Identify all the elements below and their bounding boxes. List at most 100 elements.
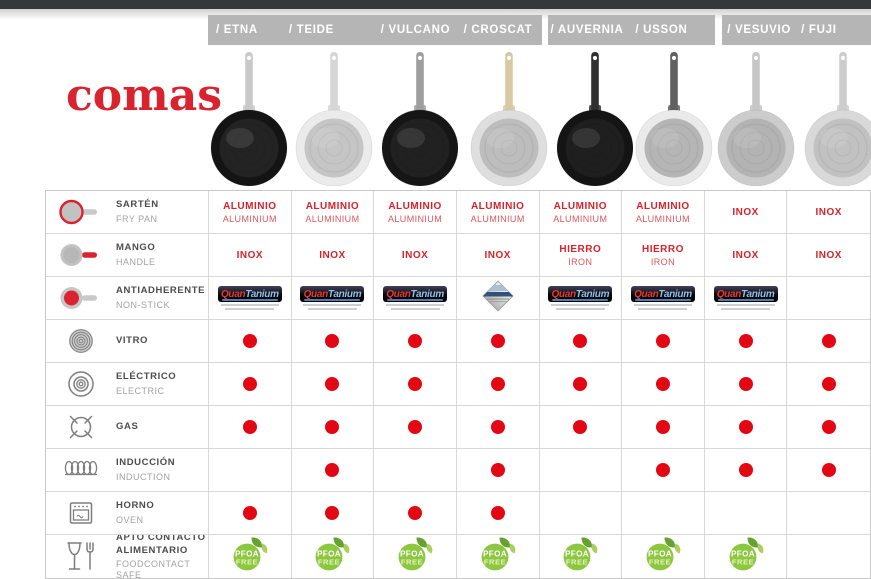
tab-etna[interactable]: / ETNA <box>216 24 258 36</box>
cell-induction-vulcano <box>374 449 457 492</box>
row-label-en: INDUCTION <box>116 471 171 482</box>
cell-foodcontact-usson: PFOA FREE <box>622 535 705 578</box>
quantanium-text-red: Quan <box>303 288 329 300</box>
product-pan-photo-fuji <box>801 46 871 187</box>
cell-non-stick-etna: Quan Tanium <box>209 277 292 320</box>
compat-dot <box>242 506 257 520</box>
cell-value: INOX <box>732 207 758 218</box>
cell-gas-etna <box>209 406 292 449</box>
cell-value: INOX <box>815 250 841 261</box>
quantanium-text-blue: Tanium <box>245 288 279 300</box>
tab-teide[interactable]: / TEIDE <box>288 24 335 36</box>
quantanium-badge: Quan Tanium <box>548 286 613 310</box>
quantanium-logo: Quan Tanium <box>713 286 778 303</box>
row-label-fry-pan: SARTÉN FRY PAN <box>46 191 209 234</box>
cell-oven-usson <box>622 492 705 535</box>
cell-value: INOX <box>484 250 510 261</box>
compat-dot <box>821 377 836 391</box>
cell-value: INOX <box>815 207 841 218</box>
row-label-text-oven: HORNO OVEN <box>116 500 208 525</box>
product-tab-bar-3 <box>722 15 871 45</box>
cell-value-es: INOX <box>732 249 759 261</box>
quantanium-text-red: Quan <box>634 288 659 300</box>
cell-non-stick-fuji <box>787 277 870 320</box>
cell-value-es: INOX <box>815 206 842 218</box>
quantanium-strip <box>717 298 774 301</box>
svg-text:FREE: FREE <box>236 557 258 566</box>
row-label-oven: HORNO OVEN <box>46 492 209 535</box>
cell-induction-fuji <box>787 449 870 492</box>
compat-dot <box>738 420 753 434</box>
tab-auvernia[interactable]: / AUVERNIA <box>550 24 624 36</box>
diamond-nonstick-badge <box>481 279 515 318</box>
cell-foodcontact-fuji <box>787 535 870 578</box>
cell-non-stick-vesuvio: Quan Tanium <box>704 277 788 320</box>
cell-handle-vulcano: INOX <box>374 234 457 277</box>
cell-foodcontact-teide: PFOA FREE <box>292 535 375 578</box>
product-pan-photo-teide <box>292 46 376 187</box>
comparison-table: SARTÉN FRY PAN ALUMINIO ALUMINIUM ALUMINIO AL… <box>45 190 871 579</box>
tab-fuji[interactable]: / FUJI <box>801 24 837 36</box>
tab-vulcano[interactable]: / VULCANO <box>380 24 451 36</box>
compat-dot <box>738 334 753 348</box>
cell-induction-croscat <box>456 449 540 492</box>
cell-foodcontact-auvernia: PFOA FREE <box>540 535 623 578</box>
quantanium-strip <box>552 298 609 301</box>
cell-value: INOX <box>402 250 428 261</box>
tab-usson[interactable]: / USSON <box>635 24 688 36</box>
quantanium-logo: Quan Tanium <box>383 286 448 303</box>
cell-gas-fuji <box>787 406 870 449</box>
pan-rim-icon <box>58 197 104 227</box>
cell-handle-usson: HIERRO IRON <box>622 234 705 277</box>
cell-handle-fuji: INOX <box>787 234 870 277</box>
cell-value-en: ALUMINIUM <box>553 213 608 224</box>
row-label-gas: GAS <box>46 406 209 449</box>
cell-value-es: HIERRO <box>559 243 602 255</box>
cell-value-en: IRON <box>568 256 593 267</box>
quantanium-logo: Quan Tanium <box>548 286 613 303</box>
product-pan-photo-etna <box>207 46 291 187</box>
pfoa-free-badge: PFOA FREE <box>726 536 766 578</box>
cell-value: ALUMINIO ALUMINIUM <box>636 201 690 224</box>
cell-vitro-auvernia <box>539 320 623 363</box>
row-label-text-non-stick: ANTIADHERENTE NON-STICK <box>116 285 208 310</box>
cell-value-es: ALUMINIO <box>470 200 525 212</box>
cell-electric-auvernia <box>539 363 623 406</box>
row-label-en: ELECTRIC <box>116 385 165 396</box>
cell-oven-fuji <box>787 492 870 535</box>
compat-dot <box>738 463 753 477</box>
oven-icon <box>58 498 104 528</box>
compat-dot <box>408 420 423 434</box>
compat-dot <box>325 463 340 477</box>
quantanium-text-blue: Tanium <box>575 288 610 300</box>
quantanium-fineprint <box>386 302 445 310</box>
cell-value-es: ALUMINIO <box>223 200 277 212</box>
cell-value: INOX <box>319 250 345 261</box>
row-label-vitro: VITRO <box>46 320 209 363</box>
row-label-es: APTO CONTACTO ALIMENTARIO <box>116 535 206 556</box>
compat-dot <box>821 463 836 477</box>
pfoa-free-badge: PFOA FREE <box>312 536 352 578</box>
tab-vesuvio[interactable]: / VESUVIO <box>727 24 792 36</box>
row-label-es: ANTIADHERENTE <box>116 285 206 297</box>
cell-foodcontact-vulcano: PFOA FREE <box>374 535 457 578</box>
compat-dot <box>325 420 340 434</box>
quantanium-fineprint <box>716 302 775 310</box>
cell-foodcontact-croscat: PFOA FREE <box>457 535 540 578</box>
row-label-text-fry-pan: SARTÉN FRY PAN <box>116 199 208 224</box>
tab-croscat[interactable]: / CROSCAT <box>463 24 533 36</box>
cell-vitro-teide <box>291 320 375 363</box>
cell-value-en: ALUMINIUM <box>388 213 443 224</box>
compat-dot <box>242 377 257 391</box>
row-label-en: FRY PAN <box>116 213 158 224</box>
quantanium-fineprint <box>303 302 362 310</box>
cell-gas-vesuvio <box>704 406 788 449</box>
quantanium-fineprint <box>551 302 610 310</box>
quantanium-logo: Quan Tanium <box>630 286 695 303</box>
cell-value-es: INOX <box>319 249 346 261</box>
row-label-es: SARTÉN <box>116 199 159 211</box>
cell-non-stick-teide: Quan Tanium <box>291 277 375 320</box>
svg-text:PFOA: PFOA <box>483 549 507 558</box>
cell-electric-teide <box>291 363 375 406</box>
